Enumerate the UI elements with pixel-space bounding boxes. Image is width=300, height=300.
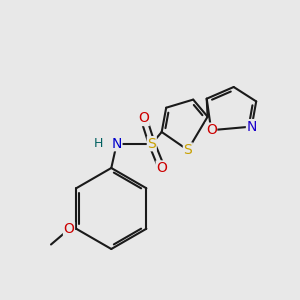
Text: H: H	[94, 137, 104, 150]
Text: O: O	[64, 222, 74, 236]
Text: O: O	[206, 123, 217, 137]
Text: O: O	[138, 112, 149, 125]
Text: N: N	[247, 120, 257, 134]
Text: S: S	[183, 143, 192, 157]
Text: O: O	[156, 161, 167, 175]
Text: S: S	[147, 137, 156, 151]
Text: N: N	[112, 137, 122, 151]
